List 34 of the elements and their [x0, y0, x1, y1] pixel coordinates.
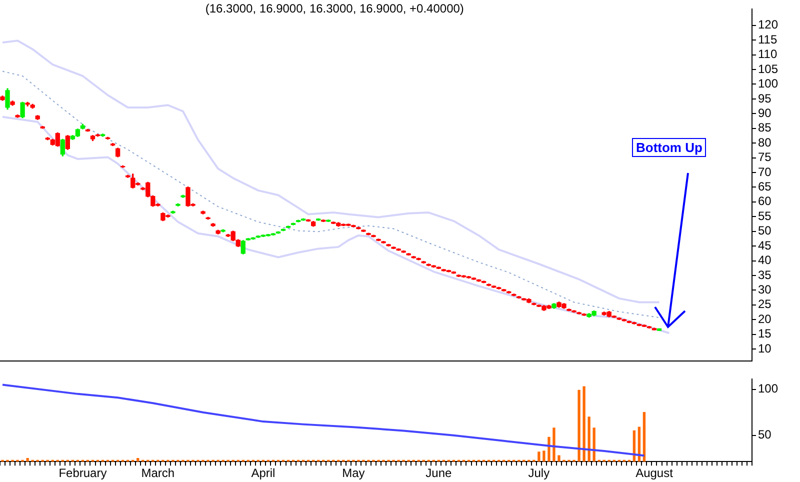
y-tick-label: 70	[758, 164, 772, 179]
y-tick-label: 35	[758, 268, 772, 282]
y-tick-label: 65	[758, 180, 772, 194]
annotation: Bottom Up	[632, 138, 706, 157]
y-tick-label: 75	[758, 150, 772, 164]
x-tick-label: July	[528, 466, 550, 480]
x-tick-label: February	[58, 466, 107, 480]
y-tick-label: 105	[758, 62, 778, 76]
y-tick-label: 60	[758, 194, 772, 208]
y-tick-label: 100	[758, 76, 778, 91]
y-tick-label: 80	[758, 135, 772, 150]
y-tick-label: 120	[758, 18, 778, 32]
y-tick-label: 55	[758, 208, 772, 223]
x-tick-label: May	[342, 466, 365, 480]
y-tick-label: 85	[758, 120, 772, 135]
x-tick-label: August	[636, 466, 674, 480]
y-tick-label: 15	[758, 326, 772, 341]
y-tick-label: 20	[758, 312, 772, 326]
y-tick-label: 90	[758, 106, 772, 120]
chart-title: (16.3000, 16.9000, 16.3000, 16.9000, +0.40000)	[205, 1, 464, 16]
y-tick-label: 50	[758, 224, 772, 238]
y-tick-label: 30	[758, 282, 772, 296]
y-tick-label: 110	[758, 47, 778, 62]
y-tick-label: 50	[758, 428, 772, 442]
y-tick-label: 10	[758, 341, 772, 356]
x-tick-label: June	[426, 466, 452, 480]
y-tick-label: 40	[758, 253, 772, 268]
x-tick-label: March	[141, 466, 175, 480]
y-tick-label: 100	[758, 382, 778, 396]
y-tick-label: 45	[758, 238, 772, 252]
y-tick-label: 25	[758, 297, 772, 312]
x-tick-label: April	[251, 466, 276, 480]
y-tick-label: 95	[758, 91, 772, 106]
y-tick-label: 115	[758, 32, 778, 46]
